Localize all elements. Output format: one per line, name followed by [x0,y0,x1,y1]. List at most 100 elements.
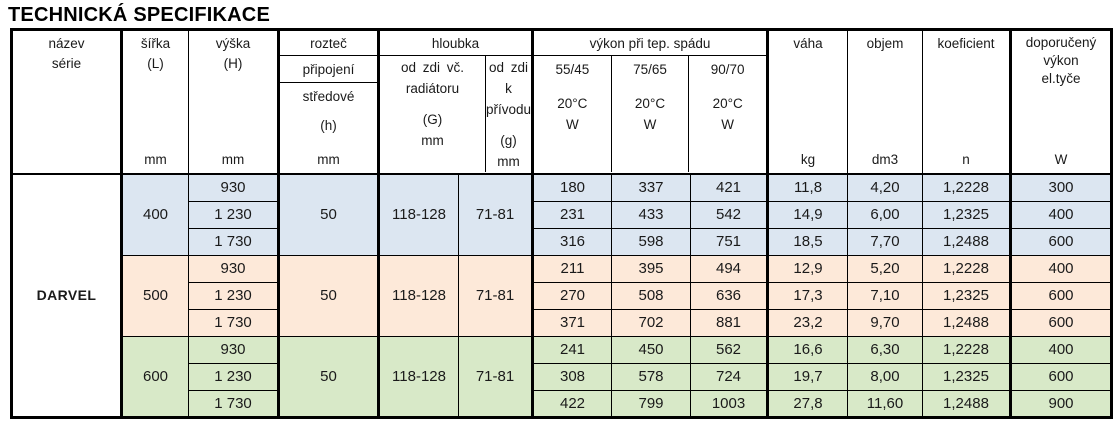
cell-power-5545: 316 [531,227,612,256]
cell-power-7565: 395 [611,254,691,283]
header-sirka-code: (L) [147,55,164,71]
header-vykon-7565: 75/65 20°C W [612,56,690,172]
table-row: 1 230 308 578 724 19,7 8,00 1,2325 600 [12,362,1112,391]
cell-height: 1 230 [188,281,279,310]
cell-power-9070: 421 [690,173,768,202]
header-roztec-row1: rozteč [281,31,377,56]
header-hloubka-privod: od zdi k přívodu (g) mm [486,56,531,172]
cell-height: 930 [188,173,279,202]
header-hloubka-label: hloubka [381,31,531,56]
table-row: 1 730 371 702 881 23,2 9,70 1,2488 600 [12,308,1112,337]
header-vaha-unit: kg [800,152,816,167]
cell-power-7565: 578 [611,362,691,391]
header-koeficient-label: koeficient [937,36,995,51]
cell-recommended-power: 400 [1009,335,1112,364]
cell-coefficient: 1,2488 [922,389,1011,418]
header-vykon-5545-temp: 20°C [557,95,588,111]
header-vykon-5545-ratio: 55/45 [555,62,590,77]
header-vykon-9070: 90/70 20°C W [689,56,766,172]
cell-coefficient: 1,2228 [922,173,1011,202]
cell-volume: 5,20 [847,254,923,283]
header-hloubka-privod-line2: přívodu [485,101,531,117]
cell-depth-inlet: 71-81 [458,335,533,418]
cell-coefficient: 1,2325 [922,200,1011,229]
header-row: název série šířka (L) mm výška (H) mm [11,29,1112,175]
header-vykon-9070-ratio: 90/70 [710,62,745,77]
cell-recommended-power: 600 [1009,281,1112,310]
header-hloubka-privod-code: (g) [500,132,517,148]
cell-power-5545: 371 [531,308,612,337]
header-doporuceny-line3: el.tyče [1041,71,1081,87]
header-vaha-label: váha [793,36,823,51]
cell-recommended-power: 600 [1009,308,1112,337]
cell-depth-inlet: 71-81 [458,173,533,256]
cell-power-7565: 508 [611,281,691,310]
cell-pitch: 50 [277,173,379,256]
header-vykon-5545: 55/45 20°C W [536,56,612,172]
cell-power-7565: 799 [611,389,691,418]
page-title: TECHNICKÁ SPECIFIKACE [8,4,270,26]
cell-height: 1 730 [188,308,279,337]
cell-recommended-power: 600 [1009,227,1112,256]
header-vykon-label: výkon při tep. spádu [535,31,766,56]
header-objem-label: objem [866,36,904,51]
header-vykon-7565-temp: 20°C [634,95,666,111]
cell-volume: 4,20 [847,173,923,202]
header-vykon-9070-unit: W [721,116,735,132]
cell-power-7565: 433 [611,200,691,229]
header-hloubka-group: hloubka od zdi vč. radiátoru (G) mm od z… [377,29,533,175]
cell-power-9070: 751 [690,227,768,256]
cell-volume: 6,30 [847,335,923,364]
cell-power-7565: 450 [611,335,691,364]
header-hloubka-privod-line1: od zdi k [488,60,528,96]
cell-height: 1 230 [188,200,279,229]
header-doporuceny-line2: výkon [1043,53,1079,69]
header-doporuceny-unit: W [1054,152,1068,167]
header-roztec-row2: připojení [281,56,377,83]
header-sirka-unit: mm [144,152,167,167]
cell-volume: 9,70 [847,308,923,337]
cell-power-9070: 494 [690,254,768,283]
header-vykon-9070-temp: 20°C [712,95,743,111]
cell-width-group: 500 [120,254,189,337]
table-row: 1 230 231 433 542 14,9 6,00 1,2325 400 [12,200,1112,229]
cell-coefficient: 1,2488 [922,308,1011,337]
header-vykon-group: výkon při tep. spádu 55/45 20°C W 75/65 … [531,29,768,175]
header-objem: objem dm3 [847,29,923,175]
cell-width-group: 400 [120,173,189,256]
cell-depth-inlet: 71-81 [458,254,533,337]
cell-width-group: 600 [120,335,189,418]
cell-power-5545: 308 [531,362,612,391]
header-vykon-7565-unit: W [643,116,657,132]
header-vyska-unit: mm [221,152,245,167]
table-row: 1 730 316 598 751 18,5 7,70 1,2488 600 [12,227,1112,256]
header-roztec-row3: středové [302,89,355,104]
table-row: 500 930 50 118-128 71-81 211 395 494 12,… [12,254,1112,337]
header-nazev-line1: název [48,36,85,51]
header-hloubka-radiator-unit: mm [421,132,444,148]
cell-height: 930 [188,254,279,283]
header-hloubka-radiator: od zdi vč. radiátoru (G) mm [382,56,486,172]
cell-coefficient: 1,2228 [922,254,1011,283]
header-vykon-5545-unit: W [565,116,579,132]
cell-power-7565: 598 [611,227,691,256]
cell-weight: 19,7 [766,362,848,391]
cell-power-5545: 270 [531,281,612,310]
header-hloubka-radiator-code: (G) [422,111,443,127]
cell-weight: 16,6 [766,335,848,364]
header-nazev-line2: série [51,55,82,71]
cell-coefficient: 1,2325 [922,362,1011,391]
header-sirka-label: šířka [140,36,171,51]
table-row: 1 730 422 799 1003 27,8 11,60 1,2488 900 [12,389,1112,418]
cell-height: 1 730 [188,227,279,256]
cell-pitch: 50 [277,254,379,337]
cell-power-9070: 1003 [690,389,768,418]
header-doporuceny: doporučený výkon el.tyče W [1009,29,1112,175]
cell-weight: 12,9 [766,254,848,283]
cell-recommended-power: 600 [1009,362,1112,391]
header-hloubka-privod-unit: mm [497,153,520,169]
cell-power-9070: 724 [690,362,768,391]
header-vykon-7565-ratio: 75/65 [633,62,667,77]
header-koeficient: koeficient n [922,29,1011,175]
cell-depth-radiator: 118-128 [377,335,459,418]
